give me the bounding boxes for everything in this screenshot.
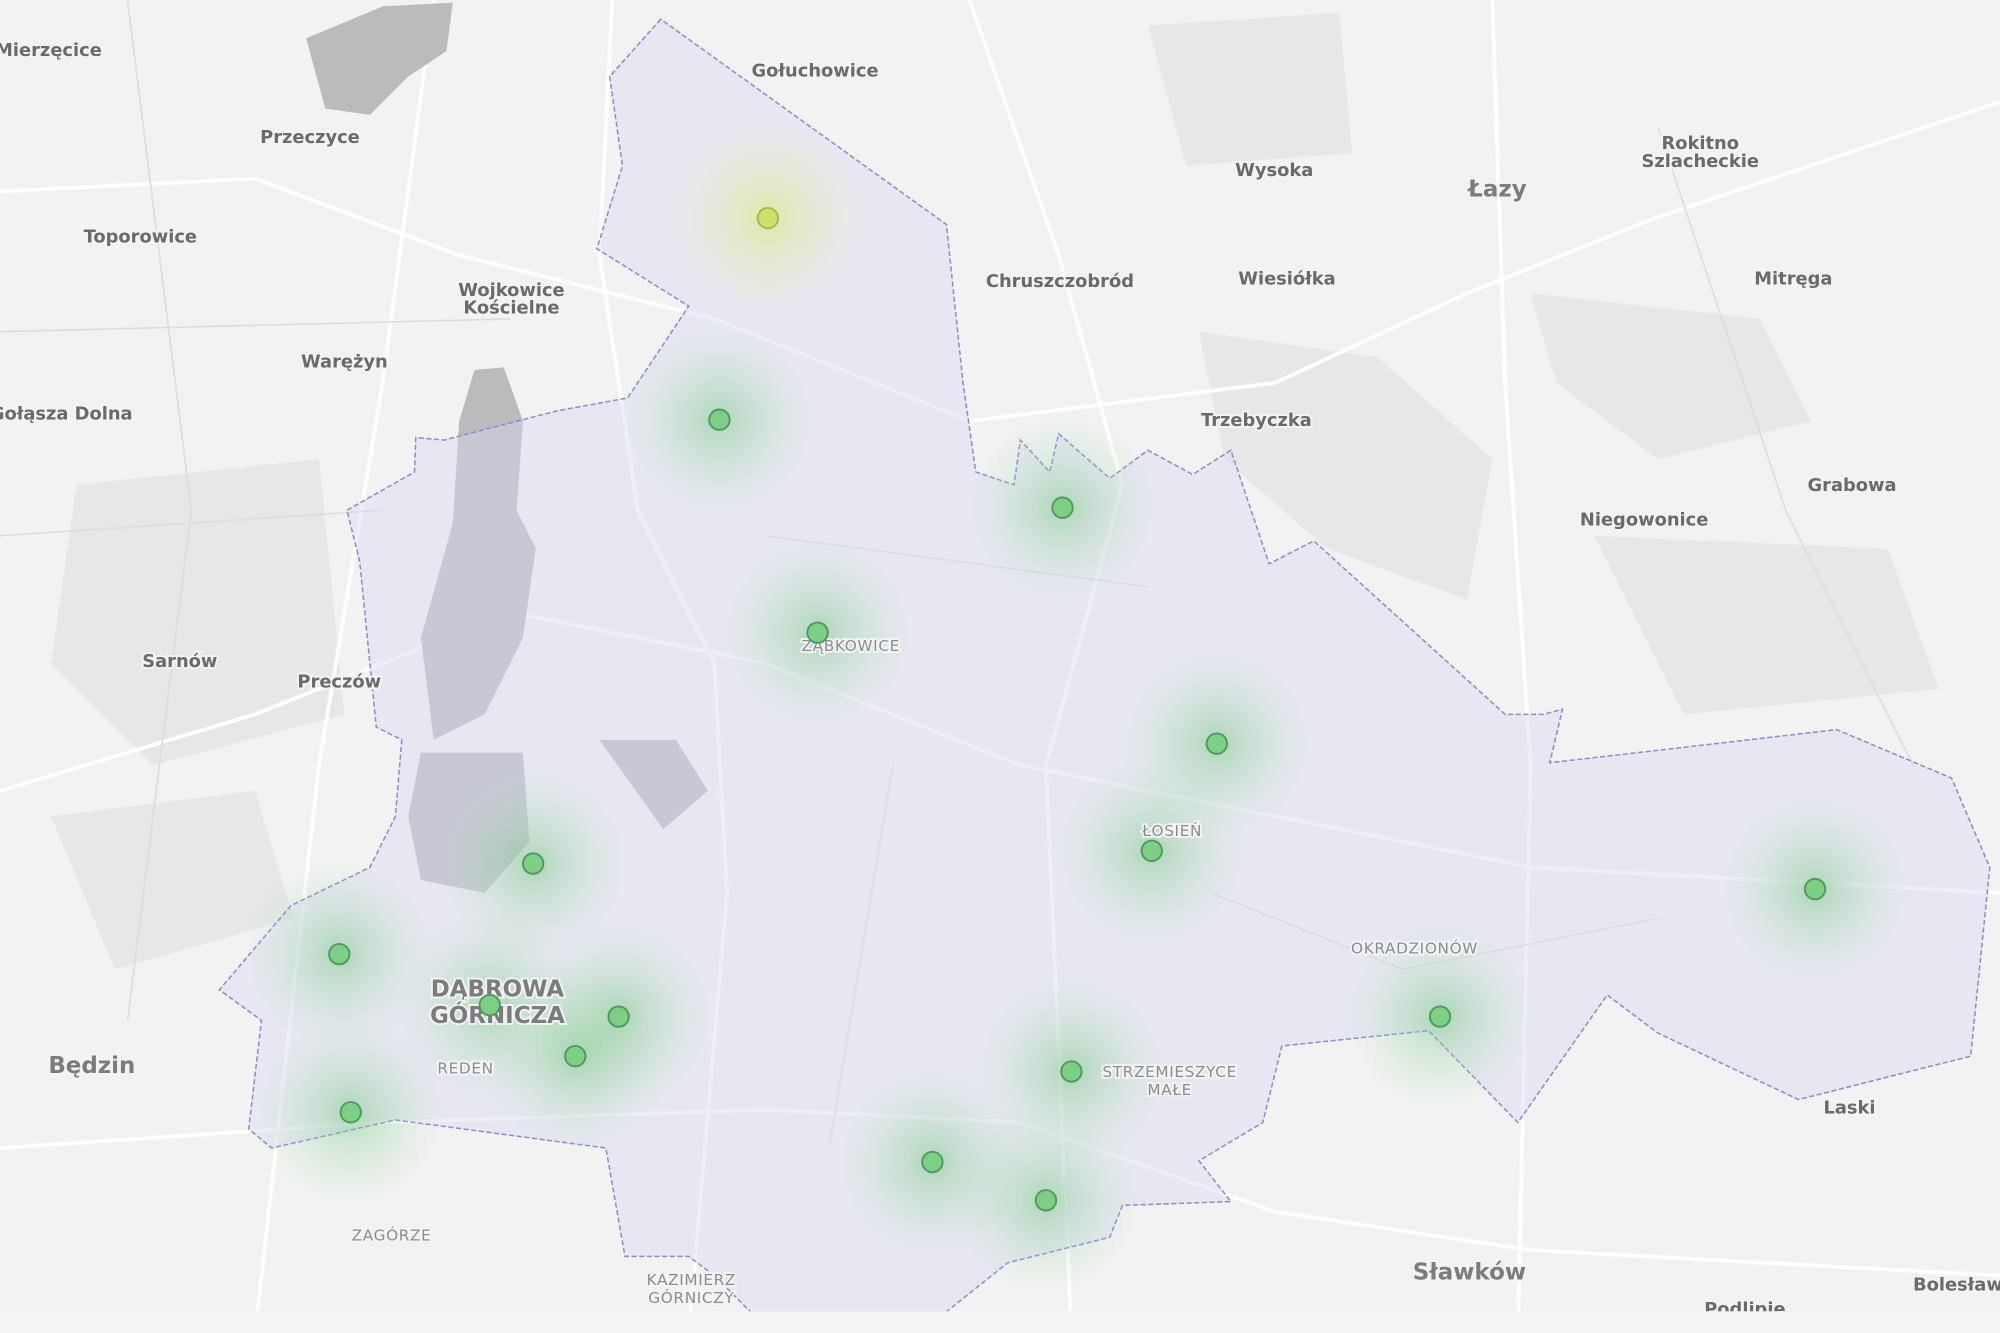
sensor-marker[interactable] — [564, 1045, 587, 1068]
place-label: MAŁE — [1147, 1081, 1191, 1099]
place-label: STRZEMIESZYCE — [1102, 1063, 1237, 1081]
sensor-marker[interactable] — [921, 1150, 944, 1174]
sensor-marker[interactable] — [1051, 496, 1074, 519]
place-label: Wysoka — [1235, 160, 1313, 181]
place-label: Grabowa — [1808, 475, 1897, 496]
place-label: ŁOSIEŃ — [1141, 821, 1202, 840]
place-label: Rokitno — [1662, 133, 1739, 154]
place-label: Chruszczobród — [986, 271, 1134, 292]
sensor-marker[interactable] — [1034, 1189, 1058, 1212]
sensor-markers — [328, 206, 1827, 1212]
place-label: Trzebyczka — [1201, 410, 1312, 431]
sensor-marker[interactable] — [1428, 1005, 1452, 1028]
place-label: REDEN — [437, 1059, 493, 1077]
place-label: OKRADZIONÓW — [1351, 939, 1478, 958]
place-label: ZAGÓRZE — [352, 1226, 432, 1245]
place-label: Laski — [1823, 1097, 1875, 1118]
place-label: Mierzęcice — [0, 40, 102, 61]
place-label: Sławków — [1413, 1260, 1526, 1286]
sensor-marker[interactable] — [1060, 1060, 1083, 1083]
sensor-marker[interactable] — [1803, 877, 1827, 901]
place-label: Będzin — [48, 1053, 135, 1079]
place-label: Gołuchowice — [752, 60, 879, 81]
sensor-marker[interactable] — [607, 1005, 630, 1028]
sensor-marker[interactable] — [328, 942, 351, 966]
place-label: Sarnów — [142, 651, 217, 672]
sensor-marker[interactable] — [756, 206, 780, 230]
place-label: Toporowice — [84, 226, 197, 247]
place-label: Przeczyce — [260, 127, 360, 148]
sensor-marker[interactable] — [1140, 839, 1163, 862]
sensor-marker[interactable] — [339, 1101, 362, 1124]
place-label: Bolesław — [1913, 1275, 2000, 1296]
place-label: Wojkowice — [458, 280, 564, 301]
sensor-marker[interactable] — [806, 621, 829, 644]
place-label: GÓRNICZY — [648, 1288, 734, 1307]
place-labels: Mierzęcice Gołuchowice Przeczyce Wysoka Łazy… — [0, 38, 2000, 1322]
place-label: Kościelne — [463, 298, 559, 319]
sensor-marker[interactable] — [478, 993, 501, 1017]
sensor-marker[interactable] — [708, 408, 731, 431]
place-label: Gołąsza Dolna — [0, 404, 133, 425]
place-label: Warężyn — [301, 351, 388, 372]
forests — [51, 12, 1939, 970]
place-label: Łazy — [1466, 177, 1527, 203]
sensor-marker[interactable] — [1205, 732, 1228, 755]
place-label: Niegowonice — [1580, 509, 1708, 530]
place-label: Mitręga — [1754, 268, 1832, 289]
sensor-marker[interactable] — [522, 852, 545, 875]
place-label: KAZIMIERZ — [647, 1271, 736, 1289]
place-label: Preczów — [297, 671, 381, 692]
bottom-strip — [0, 1311, 2000, 1333]
place-label: Wiesiółka — [1238, 268, 1335, 289]
place-label: Szlacheckie — [1642, 151, 1759, 172]
